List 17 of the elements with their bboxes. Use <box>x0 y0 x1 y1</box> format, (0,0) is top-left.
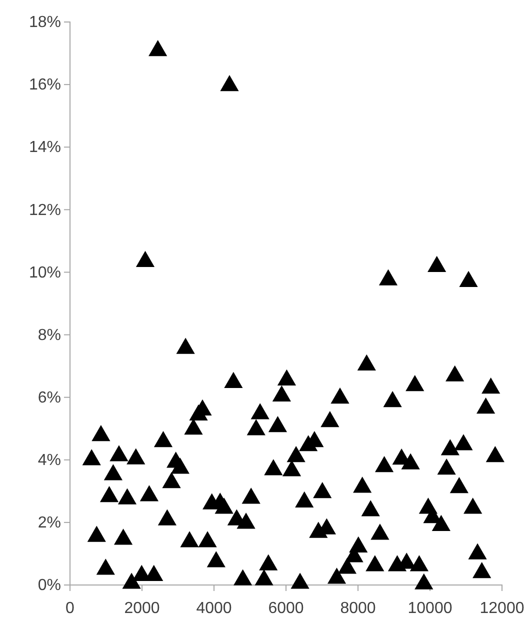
y-tick-label: 12% <box>28 202 61 219</box>
y-tick-label: 2% <box>38 514 61 532</box>
y-tick-label: 8% <box>38 326 61 344</box>
y-tick-label: 10% <box>28 264 61 282</box>
y-tick-label: 4% <box>38 452 61 470</box>
x-tick-label: 10000 <box>408 600 452 618</box>
y-tick-label: 6% <box>38 389 61 406</box>
x-tick-label: 4000 <box>196 600 232 618</box>
x-tick-label: 2000 <box>124 600 160 618</box>
y-tick-label: 0% <box>38 577 61 594</box>
y-tick-label: 18% <box>28 14 61 32</box>
x-tick-label: 8000 <box>340 600 376 618</box>
x-tick-label: 12000 <box>480 600 524 618</box>
x-tick-label: 0 <box>66 600 75 618</box>
y-tick-label: 14% <box>28 139 61 156</box>
y-tick-label: 16% <box>28 76 61 94</box>
x-tick-label: 6000 <box>268 600 304 618</box>
